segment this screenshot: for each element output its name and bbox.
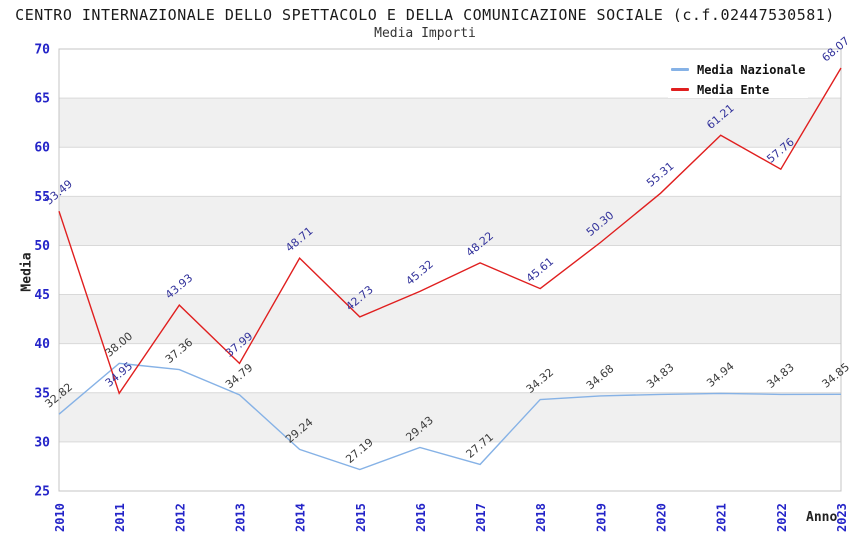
- ente-line-swatch-icon: [671, 88, 689, 91]
- legend-label-media-ente: Media Ente: [697, 82, 770, 97]
- x-tick-label: 2014: [294, 503, 308, 532]
- data-label: 34.79: [223, 361, 255, 391]
- x-tick-label: 2021: [715, 503, 729, 532]
- x-tick-label: 2016: [414, 503, 428, 532]
- legend-label-media-nazionale: Media Nazionale: [697, 62, 806, 77]
- y-tick-label: 25: [34, 485, 50, 500]
- x-tick-label: 2010: [53, 503, 67, 532]
- legend-item-media-ente[interactable]: Media Ente: [671, 82, 805, 97]
- y-tick-label: 55: [34, 190, 50, 205]
- y-tick-label: 50: [34, 239, 50, 254]
- y-tick-label: 65: [34, 92, 50, 107]
- x-tick-label: 2012: [173, 503, 187, 532]
- plot-border: [58, 48, 842, 492]
- y-tick-label: 40: [34, 337, 50, 352]
- data-label: 45.32: [403, 258, 435, 288]
- chart-title: CENTRO INTERNAZIONALE DELLO SPETTACOLO E…: [15, 6, 835, 24]
- data-label: 34.83: [764, 361, 796, 391]
- x-tick-label: 2011: [113, 503, 127, 532]
- y-tick-label: 70: [34, 43, 50, 58]
- data-label: 55.31: [644, 160, 676, 190]
- y-tick-label: 35: [34, 386, 50, 401]
- data-label: 34.94: [704, 360, 736, 390]
- x-tick-label: 2018: [534, 503, 548, 532]
- x-tick-label: 2020: [655, 503, 669, 532]
- data-label: 34.68: [584, 362, 616, 392]
- series-line-media-nazionale: [58, 362, 842, 471]
- chart-subtitle: Media Importi: [374, 26, 476, 41]
- plot-band: [59, 98, 841, 148]
- data-label: 34.32: [524, 366, 556, 396]
- data-label: 34.85: [820, 360, 850, 390]
- plot-band: [59, 392, 841, 442]
- x-tick-label: 2013: [233, 503, 247, 532]
- y-tick-label: 60: [34, 141, 50, 156]
- legend-item-media-nazionale[interactable]: Media Nazionale: [671, 62, 805, 77]
- x-tick-label: 2017: [474, 503, 488, 532]
- series-line-media-ente: [58, 67, 842, 395]
- y-tick-label: 30: [34, 435, 50, 450]
- legend: Media Nazionale Media Ente: [668, 61, 809, 98]
- plot-band: [59, 196, 841, 246]
- data-label: 34.83: [644, 361, 676, 391]
- x-axis-title: Anno: [806, 510, 838, 525]
- nazionale-line-swatch-icon: [671, 68, 689, 71]
- plot-band: [59, 294, 841, 344]
- x-tick-label: 2015: [354, 503, 368, 532]
- y-tick-label: 45: [34, 288, 50, 303]
- x-tick-label: 2019: [594, 503, 608, 532]
- y-axis-title: Media: [19, 252, 35, 292]
- x-tick-label: 2023: [835, 503, 849, 532]
- x-tick-label: 2022: [775, 503, 789, 532]
